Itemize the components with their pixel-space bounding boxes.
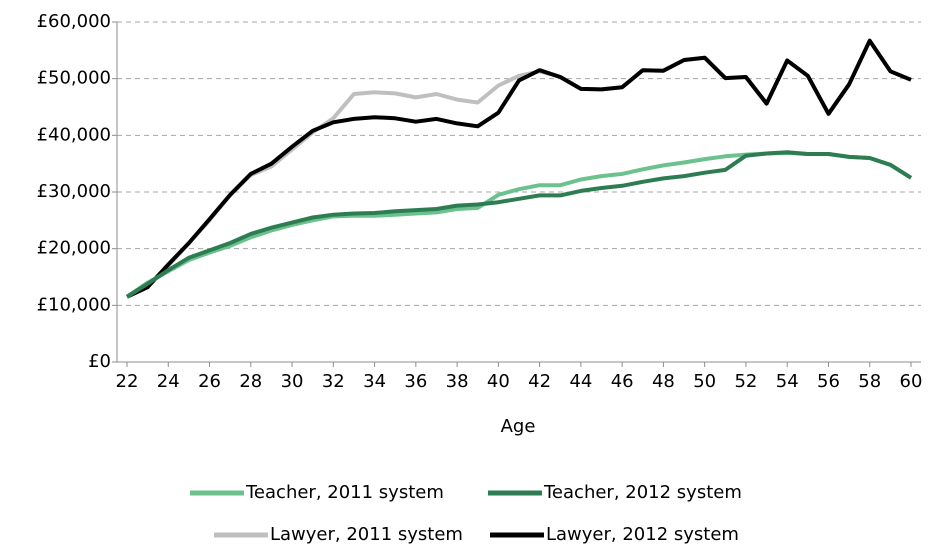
x-tick-label: 52	[734, 371, 757, 392]
x-tick-label: 38	[446, 371, 469, 392]
x-tick-label: 56	[817, 371, 840, 392]
x-tick-label: 40	[487, 371, 510, 392]
x-tick-label: 46	[611, 371, 634, 392]
x-tick-label: 60	[900, 371, 923, 392]
x-tick-label: 50	[693, 371, 716, 392]
x-tick-label: 26	[198, 371, 221, 392]
legend-label: Lawyer, 2012 system	[546, 524, 739, 545]
y-tick-label: £50,000	[37, 68, 111, 89]
x-tick-label: 36	[404, 371, 427, 392]
x-tick-label: 58	[858, 371, 881, 392]
x-tick-label: 44	[569, 371, 592, 392]
x-tick-label: 54	[776, 371, 799, 392]
x-tick-label: 28	[239, 371, 262, 392]
series-line	[125, 150, 913, 299]
x-tick-label: 24	[157, 371, 180, 392]
x-axis-label: Age	[501, 416, 536, 437]
x-tick-label: 48	[652, 371, 675, 392]
y-tick-label: £30,000	[37, 181, 111, 202]
x-tick-label: 32	[322, 371, 345, 392]
x-tick-label: 34	[363, 371, 386, 392]
y-tick-label: £60,000	[37, 11, 111, 32]
legend-label: Teacher, 2011 system	[245, 482, 444, 503]
legend-label: Teacher, 2012 system	[543, 482, 742, 503]
x-tick-label: 22	[116, 371, 139, 392]
y-tick-label: £10,000	[37, 294, 111, 315]
x-tick-label: 30	[281, 371, 304, 392]
legend-label: Lawyer, 2011 system	[270, 524, 463, 545]
y-tick-label: £20,000	[37, 238, 111, 259]
series-line	[126, 38, 912, 299]
y-tick-label: £40,000	[37, 124, 111, 145]
x-tick-label: 42	[528, 371, 551, 392]
series-line	[125, 150, 913, 299]
y-tick-label: £0	[88, 351, 111, 372]
